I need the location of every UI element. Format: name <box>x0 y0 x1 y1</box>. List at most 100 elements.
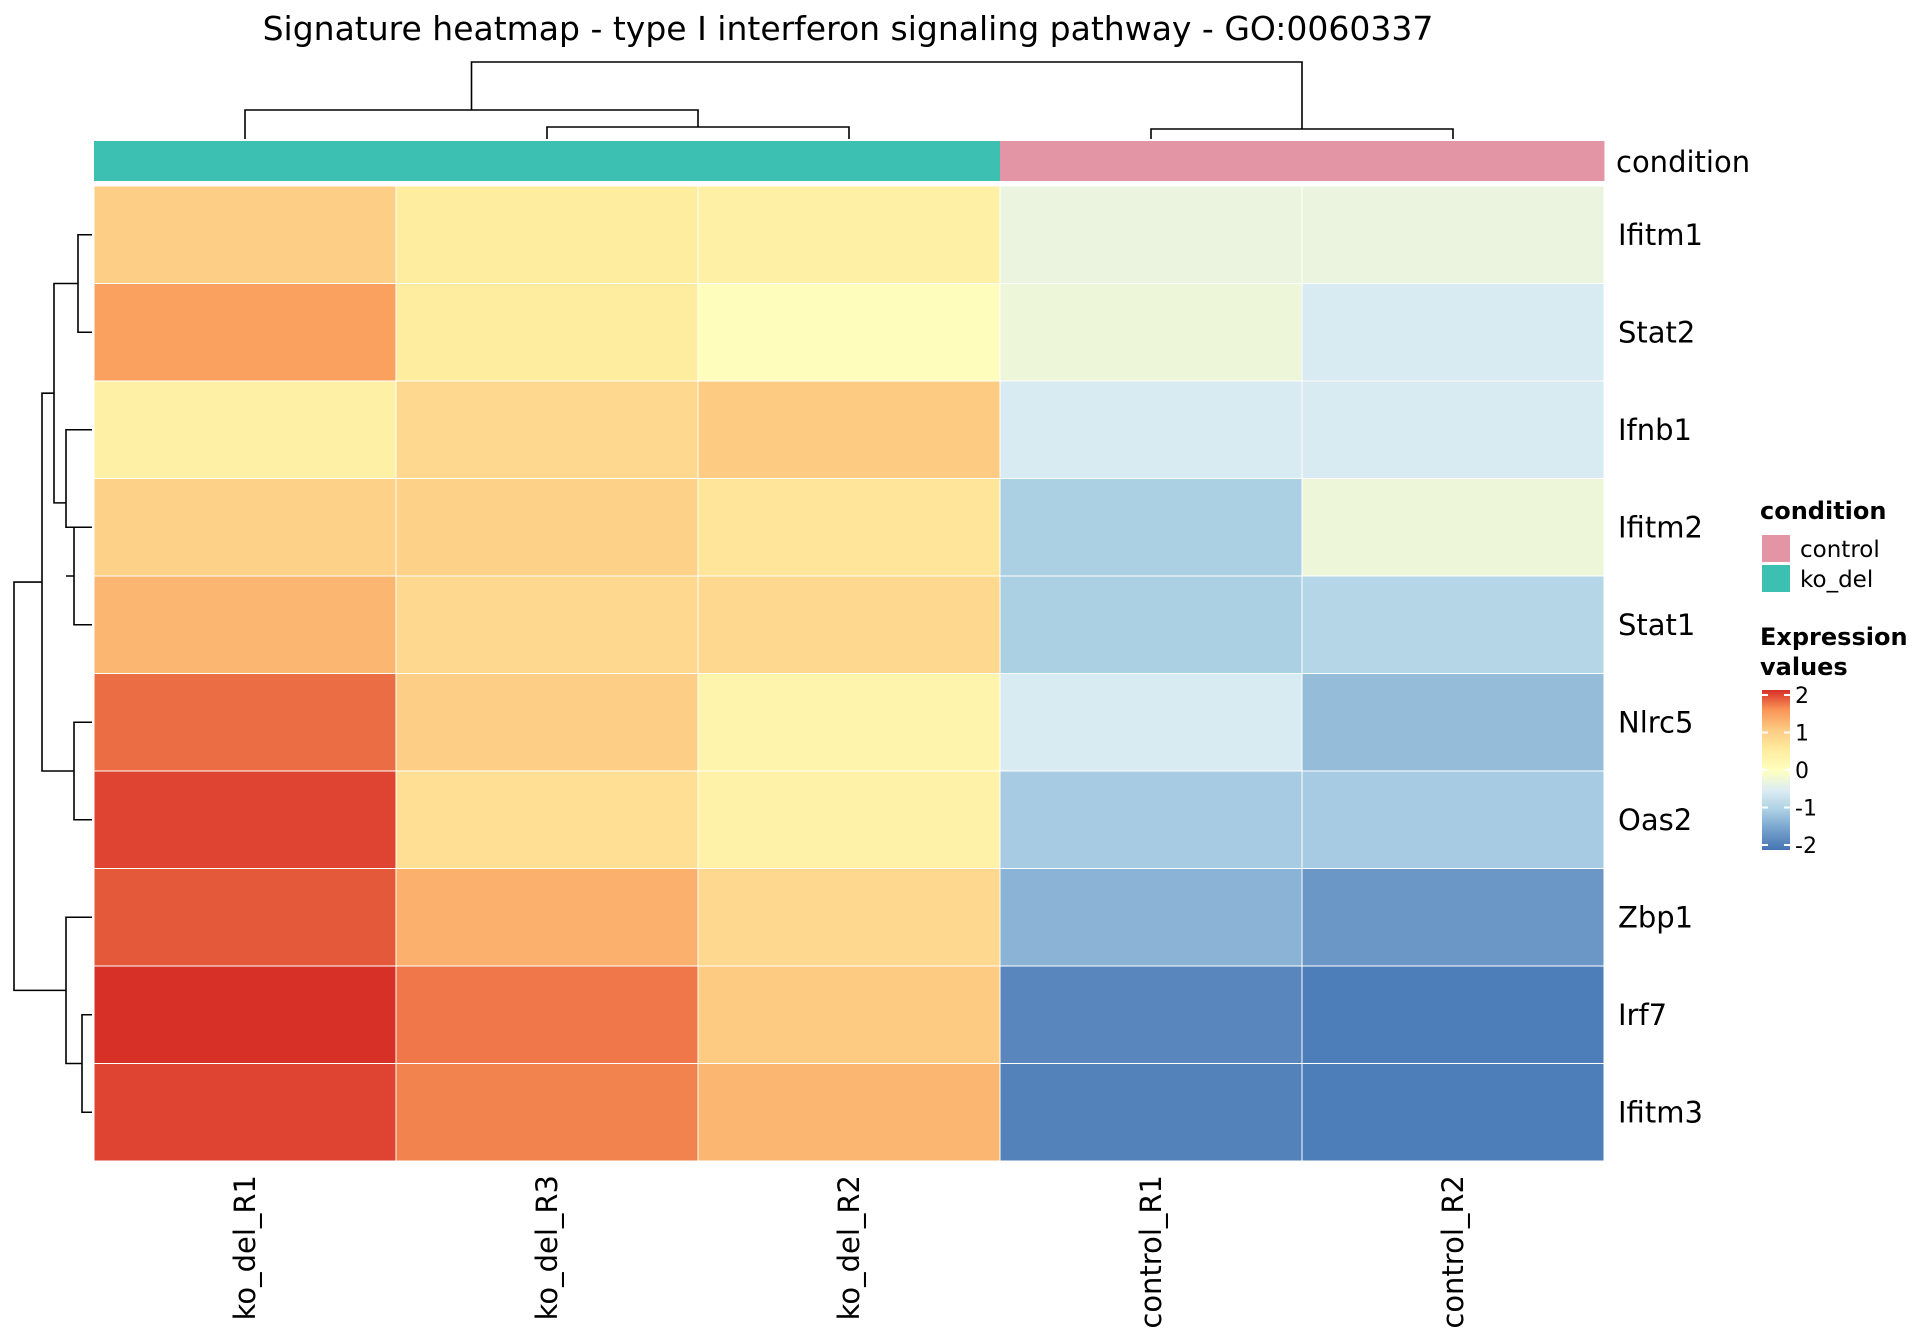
heatmap-cell <box>1301 965 1605 1064</box>
dendrogram-branch <box>546 126 850 139</box>
column-dendrogram <box>244 61 1454 139</box>
legend: condition control ko_del Expression value… <box>1760 497 1908 859</box>
heatmap-cell <box>395 673 699 772</box>
heatmap-cell <box>697 868 1001 967</box>
dendrogram-branch <box>81 1013 92 1114</box>
dendrogram-branch <box>244 109 699 139</box>
heatmap-cell <box>93 770 397 869</box>
annotation-cell <box>1302 141 1605 181</box>
heatmap-cell <box>1301 478 1605 577</box>
heatmap-cell <box>1301 1063 1605 1162</box>
heatmap-cell <box>697 673 1001 772</box>
heatmap-cell <box>93 380 397 479</box>
annotation-cell <box>1000 141 1303 181</box>
annotation-cell <box>396 141 699 181</box>
heatmap-cell <box>697 478 1001 577</box>
annotation-label: condition <box>1616 145 1750 179</box>
dendrogram-branch <box>73 721 92 821</box>
heatmap-cell <box>395 185 699 284</box>
legend-item-ko_del: ko_del <box>1800 567 1873 593</box>
row-label: Stat1 <box>1618 608 1695 642</box>
column-label: control_R2 <box>1436 1175 1470 1329</box>
column-label: ko_del_R2 <box>832 1175 866 1320</box>
legend-item-control: control <box>1800 537 1880 563</box>
heatmap-cell <box>697 575 1001 674</box>
row-label: Ifitm1 <box>1618 218 1703 252</box>
column-label: ko_del_R1 <box>228 1175 262 1320</box>
heatmap-cell <box>93 673 397 772</box>
dendrogram-branch <box>66 527 92 626</box>
heatmap-cell <box>697 185 1001 284</box>
heatmap-cell <box>395 965 699 1064</box>
scale-legend-title-line1: Expression <box>1760 623 1908 651</box>
annotation-cell <box>94 141 397 181</box>
row-label: Irf7 <box>1618 998 1667 1032</box>
dendrogram-branch <box>470 61 1303 129</box>
heatmap-cell <box>999 380 1303 479</box>
heatmap-cell <box>1301 868 1605 967</box>
heatmap-cell <box>697 770 1001 869</box>
heatmap-cells <box>93 185 1605 1162</box>
row-label: Oas2 <box>1618 803 1692 837</box>
heatmap-cell <box>395 1063 699 1162</box>
heatmap-cell <box>93 1063 397 1162</box>
dendrogram-branch <box>77 233 92 334</box>
heatmap-cell <box>999 1063 1303 1162</box>
row-label: Stat2 <box>1618 315 1695 349</box>
heatmap-cell <box>999 868 1303 967</box>
heatmap-cell <box>1301 380 1605 479</box>
heatmap-cell <box>697 965 1001 1064</box>
scale-tick-label: 2 <box>1795 684 1809 709</box>
condition-annotation-bar <box>94 141 1605 181</box>
column-labels: ko_del_R1 ko_del_R3 ko_del_R2 control_R1 con… <box>228 1175 1470 1329</box>
heatmap-cell <box>999 575 1303 674</box>
heatmap-cell <box>93 478 397 577</box>
row-label: Nlrc5 <box>1618 705 1693 739</box>
heatmap-cell <box>697 380 1001 479</box>
heatmap-cell <box>93 868 397 967</box>
scale-tick-label: -2 <box>1795 834 1817 859</box>
row-labels: Ifitm1 Stat2 Ifnb1 Ifitm2 Stat1 Nlrc5 Oas2 Zbp1… <box>1618 218 1703 1130</box>
heatmap-cell <box>1301 673 1605 772</box>
heatmap-cell <box>395 868 699 967</box>
scale-tick-label: 1 <box>1795 722 1809 747</box>
scale-legend-title-line2: values <box>1760 653 1848 681</box>
heatmap-cell <box>93 185 397 284</box>
heatmap-cell <box>697 1063 1001 1162</box>
heatmap-cell <box>1301 575 1605 674</box>
annotation-cell <box>698 141 1001 181</box>
heatmap-cell <box>93 965 397 1064</box>
heatmap-cell <box>999 673 1303 772</box>
heatmap-cell <box>395 283 699 382</box>
annotation-legend-title: condition <box>1760 497 1886 525</box>
legend-swatch-ko_del <box>1762 565 1790 592</box>
chart-title: Signature heatmap - type I interferon si… <box>263 9 1434 48</box>
row-label: Zbp1 <box>1618 900 1693 934</box>
heatmap-cell <box>1301 770 1605 869</box>
heatmap-cell <box>999 770 1303 869</box>
dendrogram-branch <box>65 428 92 529</box>
column-label: ko_del_R3 <box>530 1175 564 1320</box>
heatmap-cell <box>395 478 699 577</box>
heatmap-cell <box>1301 185 1605 284</box>
heatmap-cell <box>395 770 699 869</box>
heatmap-cell <box>999 478 1303 577</box>
heatmap-cell <box>93 575 397 674</box>
heatmap-cell <box>999 283 1303 382</box>
heatmap-cell <box>999 965 1303 1064</box>
scale-tick-label: 0 <box>1795 759 1809 784</box>
heatmap-cell <box>395 380 699 479</box>
dendrogram-branch <box>13 581 66 992</box>
dendrogram-branch <box>1150 128 1454 139</box>
heatmap-cell <box>93 283 397 382</box>
heatmap-cell <box>395 575 699 674</box>
heatmap-cell <box>999 185 1303 284</box>
row-label: Ifnb1 <box>1618 413 1692 447</box>
row-label: Ifitm2 <box>1618 510 1703 544</box>
dendrogram-branch <box>41 392 74 772</box>
legend-swatch-control <box>1762 535 1790 562</box>
heatmap-cell <box>1301 283 1605 382</box>
row-dendrogram <box>13 233 92 1114</box>
scale-tick-label: -1 <box>1795 797 1817 822</box>
